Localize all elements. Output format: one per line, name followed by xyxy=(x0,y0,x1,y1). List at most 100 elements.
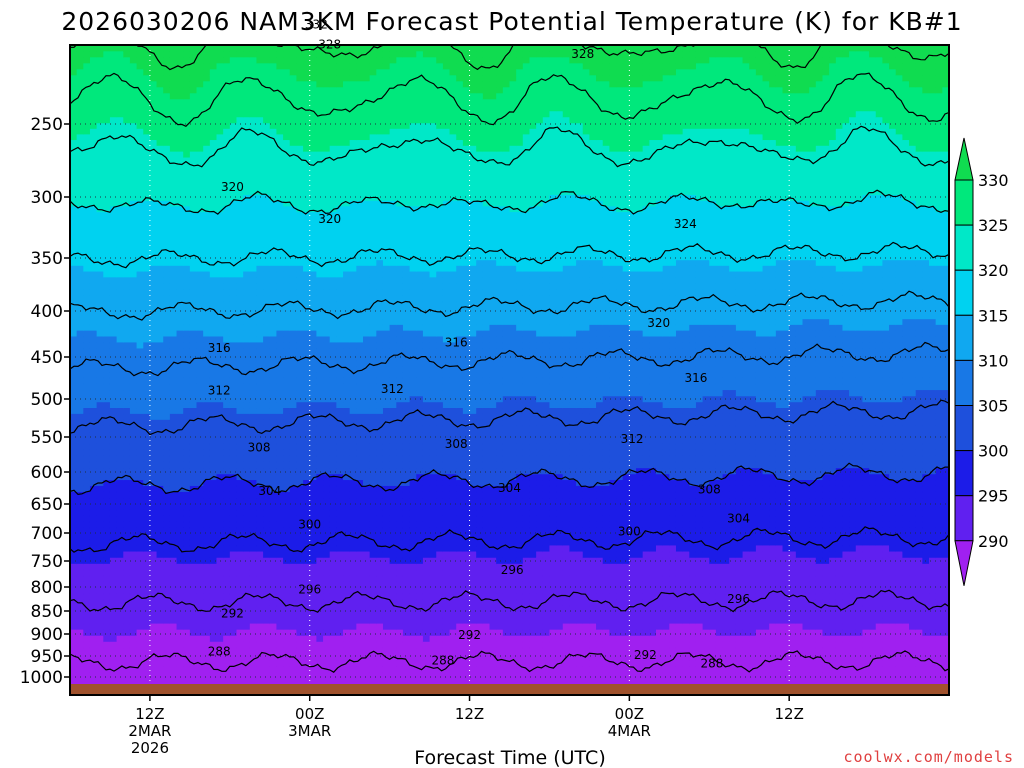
field-cell xyxy=(216,672,224,680)
field-cell xyxy=(109,51,118,58)
field-cell xyxy=(216,57,224,64)
field-cell xyxy=(76,93,84,100)
field-cell xyxy=(163,635,171,643)
plot-area xyxy=(70,45,949,695)
field-cell xyxy=(89,509,98,517)
field-cell xyxy=(209,635,218,643)
field-cell xyxy=(209,515,218,523)
field-cell xyxy=(129,413,138,421)
field-cell xyxy=(256,45,264,52)
field-cell xyxy=(256,629,264,637)
field-cell xyxy=(316,81,324,88)
field-cell xyxy=(283,377,291,385)
field-cell xyxy=(109,641,118,649)
field-cell xyxy=(176,271,184,278)
field-cell xyxy=(109,260,118,267)
field-cell xyxy=(189,509,198,517)
field-cell xyxy=(83,599,91,607)
field-cell xyxy=(183,93,191,100)
field-cell xyxy=(229,247,238,255)
field-cell xyxy=(209,265,218,273)
field-cell xyxy=(96,128,104,135)
field-cell xyxy=(189,105,198,112)
field-cell xyxy=(209,271,218,278)
field-cell xyxy=(109,105,118,112)
field-cell xyxy=(276,678,284,686)
field-cell xyxy=(76,390,84,397)
field-cell xyxy=(83,515,91,523)
field-cell xyxy=(309,301,317,309)
field-cell xyxy=(236,390,244,397)
field-cell xyxy=(243,635,251,643)
field-cell xyxy=(303,635,311,643)
field-cell xyxy=(256,660,264,667)
field-cell xyxy=(256,200,264,207)
field-cell xyxy=(116,301,124,309)
field-cell xyxy=(149,521,158,529)
field-cell xyxy=(316,157,324,165)
field-cell xyxy=(296,593,304,601)
field-cell xyxy=(70,354,78,362)
field-cell xyxy=(316,461,324,469)
field-cell xyxy=(143,491,151,499)
field-cell xyxy=(249,425,258,433)
field-cell xyxy=(176,348,184,356)
field-cell xyxy=(243,182,251,190)
field-cell xyxy=(256,105,264,112)
field-cell xyxy=(269,629,278,637)
field-cell xyxy=(156,336,164,344)
field-cell xyxy=(256,348,264,356)
field-cell xyxy=(156,468,164,475)
field-cell xyxy=(156,295,164,303)
field-cell xyxy=(176,527,184,535)
field-cell xyxy=(276,383,284,391)
field-cell xyxy=(136,515,144,523)
field-cell xyxy=(309,194,317,202)
field-cell xyxy=(103,563,111,571)
field-cell xyxy=(269,515,278,523)
field-cell xyxy=(263,260,271,267)
field-cell xyxy=(303,360,311,367)
field-cell xyxy=(216,289,224,296)
field-cell xyxy=(103,654,111,661)
field-cell xyxy=(136,666,144,673)
field-cell xyxy=(209,533,218,541)
field-cell xyxy=(263,509,271,517)
field-cell xyxy=(149,425,158,433)
field-cell xyxy=(203,93,211,100)
field-cell xyxy=(116,93,124,100)
field-cell xyxy=(276,182,284,190)
field-cell xyxy=(303,93,311,100)
field-cell xyxy=(123,563,131,571)
field-cell xyxy=(196,666,204,673)
field-cell xyxy=(196,157,204,165)
field-cell xyxy=(209,396,218,403)
field-cell xyxy=(269,654,278,661)
field-cell xyxy=(76,235,84,243)
field-cell xyxy=(169,277,178,284)
field-cell xyxy=(163,111,171,118)
field-cell xyxy=(276,319,284,326)
field-cell xyxy=(263,360,271,367)
field-cell xyxy=(289,307,298,315)
field-cell xyxy=(196,57,204,64)
field-cell xyxy=(183,313,191,320)
field-cell xyxy=(236,366,244,373)
field-cell xyxy=(236,87,244,94)
field-cell xyxy=(263,617,271,625)
field-cell xyxy=(176,402,184,409)
field-cell xyxy=(276,521,284,529)
field-cell xyxy=(149,641,158,649)
field-cell xyxy=(70,563,78,571)
field-cell xyxy=(216,563,224,571)
field-cell xyxy=(189,319,198,326)
field-cell xyxy=(176,200,184,207)
field-cell xyxy=(263,223,271,231)
field-cell xyxy=(156,63,164,70)
field-cell xyxy=(203,498,211,505)
field-cell xyxy=(216,81,224,88)
field-cell xyxy=(129,354,138,362)
field-cell xyxy=(296,635,304,643)
field-cell xyxy=(103,569,111,577)
field-cell xyxy=(116,498,124,505)
